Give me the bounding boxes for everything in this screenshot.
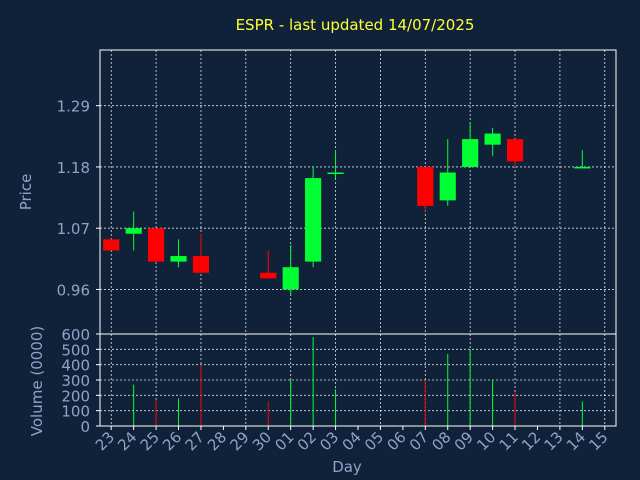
candle-body-down <box>103 239 120 251</box>
price-tick-label: 1.18 <box>57 159 90 177</box>
volume-tick-label: 0 <box>80 418 90 436</box>
price-axis-label: Price <box>17 174 35 211</box>
candle <box>484 127 501 156</box>
candle-body-down <box>192 256 210 273</box>
candle <box>305 166 322 268</box>
volume-tick-label: 300 <box>61 372 90 390</box>
volume-tick-label: 400 <box>61 357 90 375</box>
price-tick-label: 1.07 <box>57 220 90 238</box>
volume-grid <box>100 334 616 426</box>
candle <box>462 122 479 167</box>
candle <box>192 233 210 273</box>
volume-axis-label: Volume (0000) <box>28 326 46 436</box>
candle <box>417 166 434 212</box>
candle <box>439 139 456 206</box>
candle-body-up <box>125 228 142 234</box>
candle-body-up <box>462 139 479 167</box>
candle <box>574 150 591 169</box>
volume-tick-label: 200 <box>61 387 90 405</box>
candle-body-up <box>574 166 591 169</box>
price-tick-label: 1.29 <box>57 98 90 116</box>
candle-body-up <box>170 256 187 262</box>
candle <box>327 150 344 179</box>
candle <box>260 250 277 279</box>
candle-body-down <box>417 166 434 206</box>
candle-body-down <box>148 228 165 262</box>
candle <box>506 139 524 167</box>
volume-tick-label: 100 <box>61 403 90 421</box>
candle-body-up <box>484 133 501 145</box>
candle <box>282 244 299 296</box>
price-grid <box>100 50 616 334</box>
x-ticks: 2324252627282930010203040506070809101112… <box>92 426 612 454</box>
candle-body-up <box>327 172 344 175</box>
candle-body-up <box>439 172 456 201</box>
price-candles <box>103 122 591 296</box>
candle-body-up <box>282 267 299 290</box>
candle-body-up <box>305 178 322 262</box>
volume-tick-label: 600 <box>61 326 90 344</box>
candle <box>125 211 142 251</box>
price-plot-frame <box>99 49 617 335</box>
candle <box>170 239 187 268</box>
chart-title: ESPR - last updated 14/07/2025 <box>236 16 475 34</box>
price-tick-label: 0.96 <box>57 281 90 299</box>
volume-bars <box>133 337 583 426</box>
candle <box>103 239 120 251</box>
day-axis-label: Day <box>332 458 362 476</box>
candle-body-down <box>260 272 277 279</box>
candle <box>148 228 165 262</box>
x-tick-label: 15 <box>585 428 611 454</box>
volume-tick-label: 500 <box>61 341 90 359</box>
price-y-ticks: 0.96 1.07 1.18 1.29 <box>57 98 100 299</box>
candle-body-down <box>506 139 524 162</box>
